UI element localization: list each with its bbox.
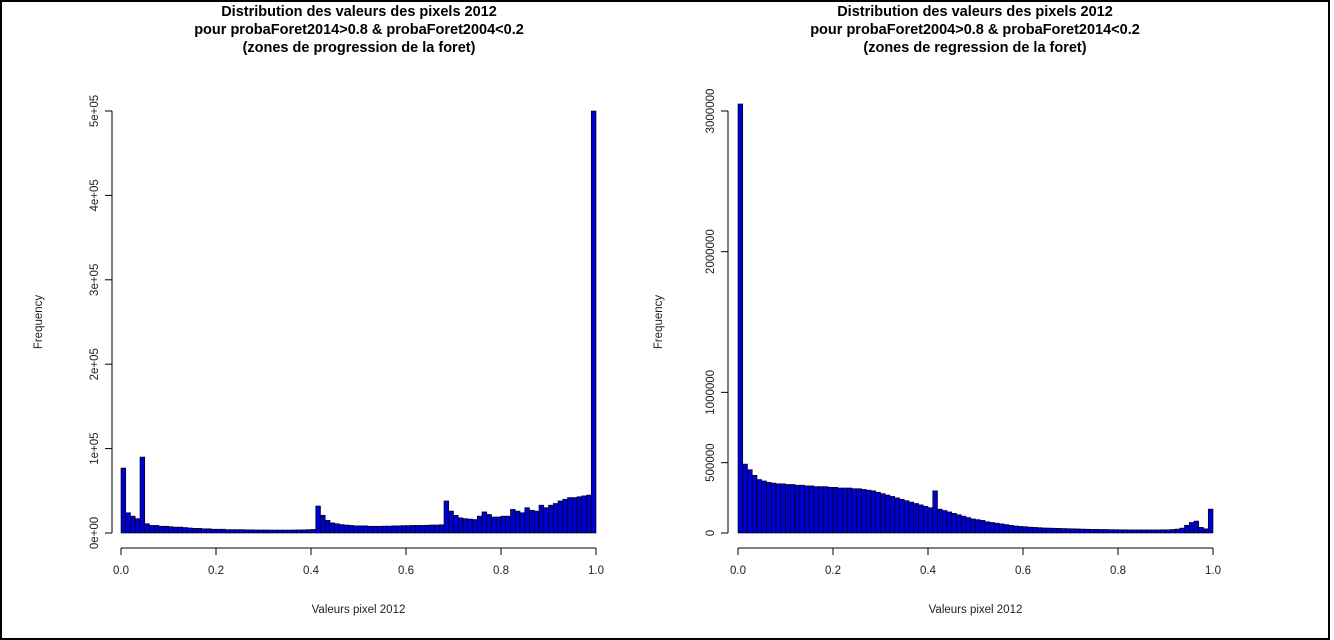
histogram-bars: [737, 103, 1214, 534]
chart-title-line-1: Distribution des valeurs des pixels 2012: [837, 4, 1113, 20]
chart-title-line-1: Distribution des valeurs des pixels 2012: [221, 4, 497, 20]
chart-title-line-2: pour probaForet2014>0.8 & probaForet2004…: [194, 22, 524, 38]
chart-panel-1: Distribution des valeurs des pixels 2012…: [33, 4, 604, 616]
histogram-bar: [120, 467, 127, 534]
y-tick-label: 3e+05: [89, 264, 101, 296]
x-tick-label: 0.8: [1110, 565, 1126, 577]
x-tick-label: 0.0: [730, 565, 746, 577]
histogram-bar: [139, 456, 146, 534]
chart-title-line-3: (zones de progression de la foret): [243, 40, 476, 56]
histogram-figure: Distribution des valeurs des pixels 2012…: [33, 4, 1221, 616]
x-tick-label: 0.2: [825, 565, 841, 577]
histogram-bar: [737, 103, 744, 534]
x-tick-label: 0.6: [1015, 565, 1031, 577]
histogram-bar: [1207, 508, 1214, 534]
histogram-bar: [1193, 520, 1200, 534]
y-axis-label: Frequency: [33, 295, 45, 350]
y-axis-label: Frequency: [653, 295, 665, 350]
x-tick-label: 1.0: [1205, 565, 1221, 577]
y-tick-label: 0e+00: [89, 517, 101, 549]
y-tick-label: 0: [705, 530, 717, 536]
y-tick-label: 2e+05: [89, 348, 101, 380]
y-tick-label: 1000000: [705, 370, 717, 415]
chart-panel-2: Distribution des valeurs des pixels 2012…: [653, 4, 1221, 616]
y-tick-label: 3000000: [705, 89, 717, 134]
histogram-bar: [590, 110, 597, 534]
histogram-bars: [120, 110, 597, 534]
y-tick-label: 1e+05: [89, 432, 101, 464]
x-tick-label: 0.4: [920, 565, 937, 577]
x-axis-label: Valeurs pixel 2012: [312, 604, 406, 616]
y-tick-label: 5e+05: [89, 95, 101, 127]
x-tick-label: 1.0: [588, 565, 604, 577]
x-tick-label: 0.4: [303, 565, 320, 577]
x-tick-label: 0.2: [208, 565, 224, 577]
x-tick-label: 0.0: [113, 565, 129, 577]
chart-title-line-3: (zones de regression de la foret): [863, 40, 1086, 56]
y-tick-label: 2000000: [705, 229, 717, 274]
y-tick-label: 4e+05: [89, 179, 101, 211]
x-tick-label: 0.6: [398, 565, 414, 577]
y-tick-label: 500000: [705, 443, 717, 481]
chart-title-line-2: pour probaForet2004>0.8 & probaForet2014…: [810, 22, 1140, 38]
x-tick-label: 0.8: [493, 565, 509, 577]
x-axis-label: Valeurs pixel 2012: [929, 604, 1023, 616]
